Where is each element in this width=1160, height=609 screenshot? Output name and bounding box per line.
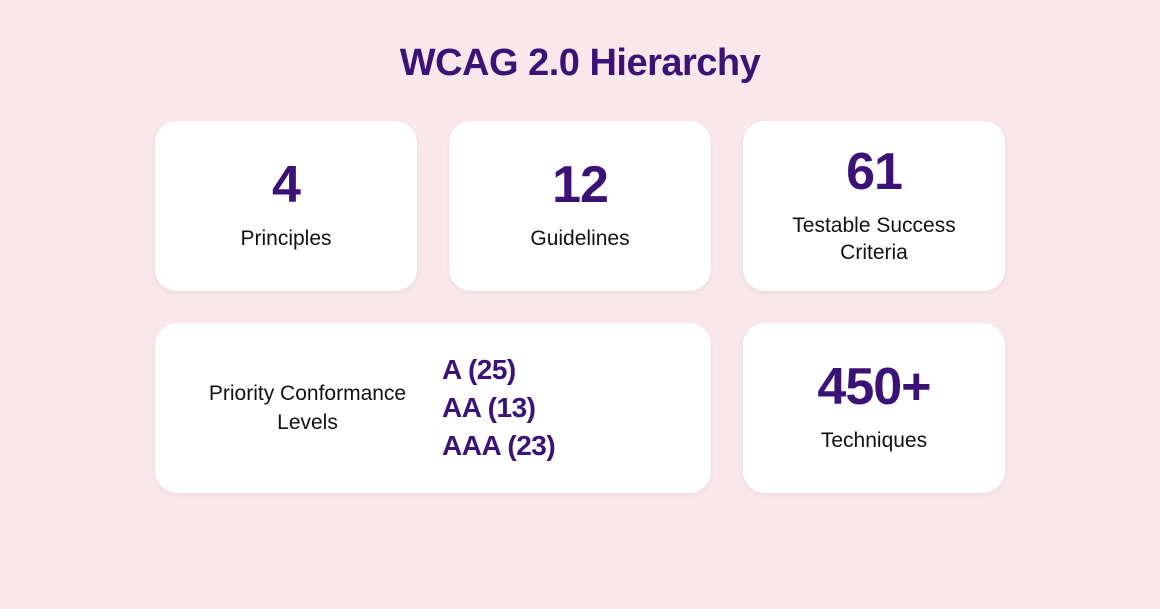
card-principles: 4 Principles: [155, 121, 417, 291]
card-grid: 4 Principles 12 Guidelines 61 Testable S…: [155, 121, 1005, 493]
conformance-level-a: A (25): [442, 354, 516, 386]
criteria-label: Testable Success Criteria: [763, 212, 985, 267]
criteria-value: 61: [846, 146, 902, 198]
techniques-value: 450+: [817, 361, 930, 413]
card-techniques: 450+ Techniques: [743, 323, 1005, 493]
infographic-page: WCAG 2.0 Hierarchy 4 Principles 12 Guide…: [0, 0, 1160, 609]
techniques-label: Techniques: [821, 427, 927, 454]
page-title: WCAG 2.0 Hierarchy: [400, 42, 761, 85]
conformance-levels: A (25) AA (13) AAA (23): [432, 354, 651, 462]
conformance-level-aa: AA (13): [442, 392, 535, 424]
card-criteria: 61 Testable Success Criteria: [743, 121, 1005, 291]
guidelines-label: Guidelines: [530, 225, 629, 252]
conformance-level-aaa: AAA (23): [442, 430, 555, 462]
principles-value: 4: [272, 159, 300, 211]
principles-label: Principles: [240, 225, 331, 252]
guidelines-value: 12: [552, 159, 608, 211]
conformance-label: Priority Conformance Levels: [203, 379, 412, 438]
card-conformance: Priority Conformance Levels A (25) AA (1…: [155, 323, 711, 493]
card-guidelines: 12 Guidelines: [449, 121, 711, 291]
